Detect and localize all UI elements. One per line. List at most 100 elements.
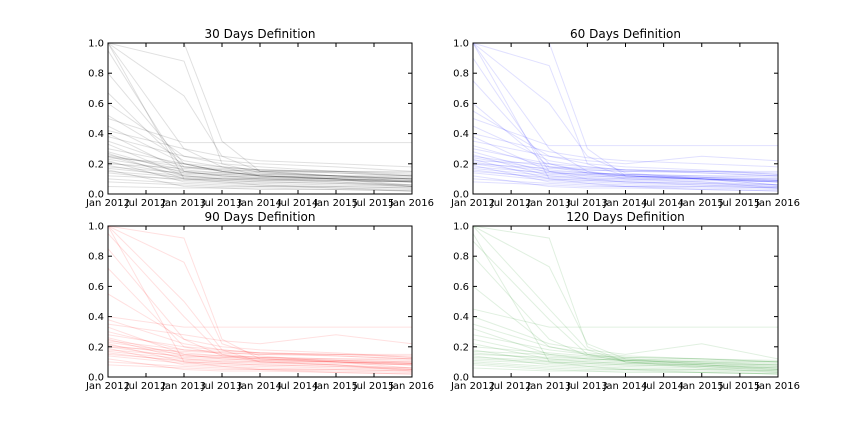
series-line: [107, 337, 413, 363]
series-line: [107, 340, 413, 357]
series-line: [472, 125, 779, 177]
series-line: [472, 316, 779, 360]
x-tick-label: Jul 2012: [490, 381, 532, 392]
series-line: [107, 358, 413, 375]
series-line: [472, 355, 779, 372]
y-tick-label: 0.0: [453, 190, 469, 201]
series-line: [472, 145, 779, 177]
chart-title: 90 Days Definition: [205, 210, 316, 224]
series-line: [472, 42, 779, 183]
x-tick-label: Jul 2013: [566, 381, 608, 392]
series-line: [107, 326, 413, 364]
series-line: [107, 164, 413, 186]
series-line: [107, 130, 413, 168]
series-line: [107, 154, 413, 178]
series-line: [472, 334, 779, 363]
series-line: [472, 323, 779, 363]
series-line: [107, 42, 413, 192]
series-line: [107, 118, 412, 144]
series-line: [107, 225, 413, 366]
x-tick-label: Jan 2014: [237, 198, 282, 209]
series-line: [472, 286, 779, 366]
series-line: [472, 233, 779, 375]
x-tick-label: Jan 2014: [237, 381, 282, 392]
y-tick-label: 0.4: [88, 129, 104, 140]
series-line: [107, 166, 413, 180]
series-line: [107, 225, 413, 369]
series-line: [472, 148, 779, 175]
y-tick-label: 0.8: [453, 69, 469, 80]
x-tick-label: Jul 2013: [566, 198, 608, 209]
series-line: [472, 352, 779, 366]
y-tick-label: 0.4: [453, 129, 469, 140]
x-tick-label: Jan 2012: [450, 198, 495, 209]
series-line: [107, 151, 413, 180]
x-tick-label: Jul 2013: [201, 381, 243, 392]
series-line: [107, 225, 413, 375]
x-tick-label: Jan 2014: [602, 198, 647, 209]
chart-title: 30 Days Definition: [205, 27, 316, 41]
series-line: [472, 118, 778, 147]
x-tick-label: Jul 2012: [490, 198, 532, 209]
series-line: [472, 57, 779, 189]
series-line: [107, 136, 413, 172]
series-line: [107, 352, 413, 369]
y-tick-label: 0.6: [88, 282, 104, 293]
plot-area: [473, 43, 778, 194]
series-line: [107, 267, 413, 364]
y-tick-label: 0.2: [88, 159, 104, 170]
series-line: [472, 361, 779, 372]
series-line: [107, 102, 413, 177]
series-line: [472, 178, 779, 189]
series-line: [107, 50, 413, 187]
series-line: [472, 163, 779, 181]
x-tick-label: Jul 2015: [353, 381, 395, 392]
series-line: [472, 349, 779, 370]
y-tick-label: 1.0: [453, 39, 469, 50]
series-line: [107, 140, 413, 177]
series-line: [107, 158, 412, 177]
x-tick-label: Jan 2013: [526, 381, 571, 392]
series-line: [107, 143, 413, 186]
series-line: [107, 170, 413, 183]
series-line: [107, 175, 413, 183]
chart-title: 60 Days Definition: [570, 27, 681, 41]
x-tick-label: Jul 2014: [642, 198, 684, 209]
series-line: [472, 166, 779, 180]
series-line: [107, 157, 413, 186]
y-tick-label: 0.0: [453, 373, 469, 384]
x-tick-label: Jan 2016: [389, 381, 434, 392]
series-line: [107, 125, 413, 183]
series-line: [472, 225, 779, 370]
series-line: [472, 346, 779, 361]
plot-area: [108, 226, 412, 377]
series-line: [472, 42, 779, 186]
series-line: [472, 172, 779, 187]
x-tick-label: Jan 2015: [679, 198, 724, 209]
series-line: [107, 115, 413, 177]
series-line: [472, 255, 779, 367]
y-tick-label: 0.2: [453, 159, 469, 170]
series-line: [472, 154, 779, 186]
y-tick-label: 1.0: [453, 222, 469, 233]
series-line: [472, 169, 779, 186]
x-tick-label: Jan 2013: [161, 381, 206, 392]
y-tick-label: 0.0: [88, 373, 104, 384]
x-tick-label: Jul 2015: [719, 381, 761, 392]
series-line: [107, 133, 413, 181]
series-line: [472, 240, 779, 372]
series-line: [472, 367, 779, 375]
series-line: [107, 185, 413, 192]
series-line: [107, 155, 413, 174]
x-tick-label: Jul 2014: [277, 381, 319, 392]
series-line: [472, 181, 779, 190]
plot-area: [108, 43, 412, 194]
x-tick-label: Jan 2013: [526, 198, 571, 209]
series-line: [472, 157, 779, 178]
series-line: [107, 169, 413, 192]
x-tick-label: Jul 2014: [277, 198, 319, 209]
x-tick-label: Jul 2014: [642, 381, 684, 392]
series-line: [107, 248, 413, 366]
